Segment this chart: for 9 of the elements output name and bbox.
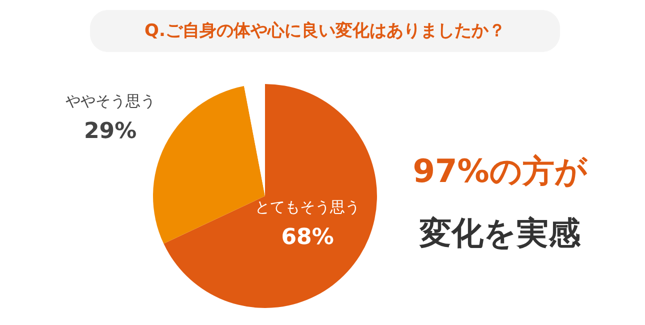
text: 97%の方が xyxy=(412,152,588,190)
chart-title: Q.ご自身の体や心に良い変化はありましたか？ xyxy=(144,21,506,41)
pie-slice xyxy=(153,86,265,244)
slice-label: とてもそう思う xyxy=(255,198,360,216)
text: 変化を実感 xyxy=(418,214,582,252)
data-label: 29% xyxy=(84,119,137,144)
data-label: 68% xyxy=(281,225,334,250)
pie-slice xyxy=(164,84,377,308)
slice-label: ややそう思う xyxy=(65,92,156,110)
